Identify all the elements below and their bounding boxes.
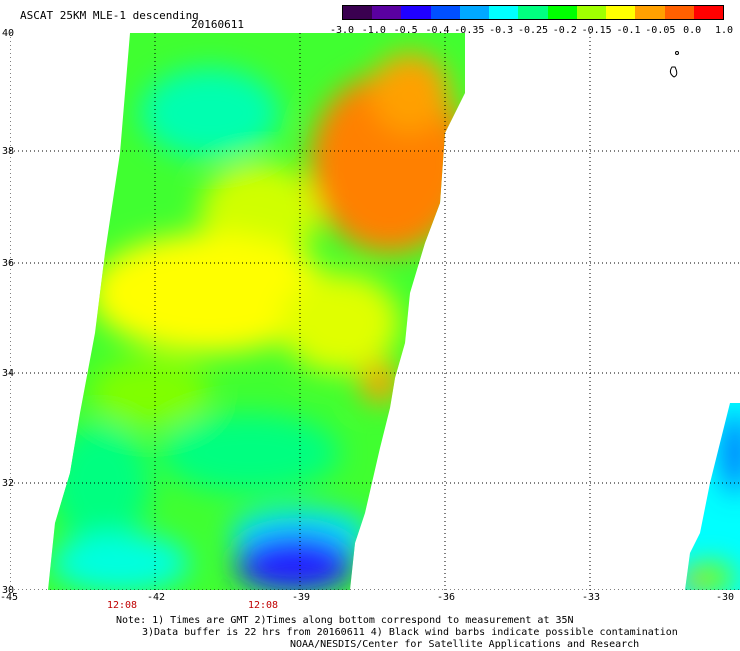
colorbar-tick-label: -1.0 bbox=[361, 25, 386, 36]
longitude-label: -45 bbox=[0, 592, 19, 603]
colorbar-swatch bbox=[547, 6, 577, 19]
colorbar-swatch bbox=[635, 6, 665, 19]
colorbar-swatch bbox=[664, 6, 694, 19]
colorbar-tick-label: 1.0 bbox=[714, 25, 734, 36]
colorbar-tick-label: -0.15 bbox=[581, 25, 612, 36]
colorbar-swatch bbox=[459, 6, 490, 19]
colorbar-tick-label: -0.3 bbox=[489, 25, 514, 36]
colorbar-tick-label: 0.0 bbox=[683, 25, 702, 36]
colorbar-tick-label: -0.2 bbox=[552, 25, 577, 36]
colorbar bbox=[342, 5, 724, 20]
lat-lon-grid bbox=[10, 33, 740, 590]
note-line-1: Note: 1) Times are GMT 2)Times along bot… bbox=[116, 615, 574, 626]
colorbar-swatch bbox=[576, 6, 607, 19]
colorbar-swatch bbox=[372, 6, 402, 19]
latitude-label: 34 bbox=[2, 368, 15, 379]
island-outline bbox=[669, 66, 678, 78]
longitude-label: -36 bbox=[437, 592, 456, 603]
map-plot bbox=[10, 33, 740, 590]
longitude-label: -39 bbox=[292, 592, 311, 603]
latitude-label: 40 bbox=[2, 28, 15, 39]
time-label: 12:08 bbox=[106, 600, 138, 611]
time-label: 12:08 bbox=[247, 600, 279, 611]
longitude-label: -33 bbox=[582, 592, 601, 603]
colorbar-tick-label: -0.5 bbox=[393, 25, 418, 36]
colorbar-swatch bbox=[606, 6, 636, 19]
longitude-label: -42 bbox=[147, 592, 166, 603]
colorbar-swatch bbox=[401, 6, 431, 19]
colorbar-tick-label: -0.1 bbox=[616, 25, 641, 36]
colorbar-swatch bbox=[518, 6, 548, 19]
latitude-label: 32 bbox=[2, 478, 15, 489]
note-line-3: NOAA/NESDIS/Center for Satellite Applica… bbox=[290, 639, 640, 650]
latitude-label: 38 bbox=[2, 146, 15, 157]
colorbar-tick-label: -0.4 bbox=[425, 25, 450, 36]
swath-east bbox=[685, 403, 740, 590]
swath-main bbox=[48, 33, 465, 590]
colorbar-swatch bbox=[693, 6, 724, 19]
latitude-label: 36 bbox=[2, 258, 15, 269]
latitude-label: 30 bbox=[2, 585, 15, 596]
chart-title: ASCAT 25KM MLE-1 descending bbox=[20, 9, 199, 22]
longitude-label: -30 bbox=[716, 592, 735, 603]
colorbar-swatch bbox=[430, 6, 460, 19]
island-dot bbox=[675, 51, 679, 55]
colorbar-tick-label: -0.35 bbox=[454, 25, 485, 36]
date-label: 20160611 bbox=[191, 18, 244, 31]
colorbar-swatch bbox=[343, 6, 373, 19]
colorbar-tick-label: -3.0 bbox=[329, 25, 355, 36]
colorbar-tick-label: -0.25 bbox=[517, 25, 549, 36]
colorbar-tick-label: -0.05 bbox=[645, 25, 676, 36]
note-line-2: 3)Data buffer is 22 hrs from 20160611 4)… bbox=[142, 627, 678, 638]
colorbar-swatch bbox=[489, 6, 519, 19]
